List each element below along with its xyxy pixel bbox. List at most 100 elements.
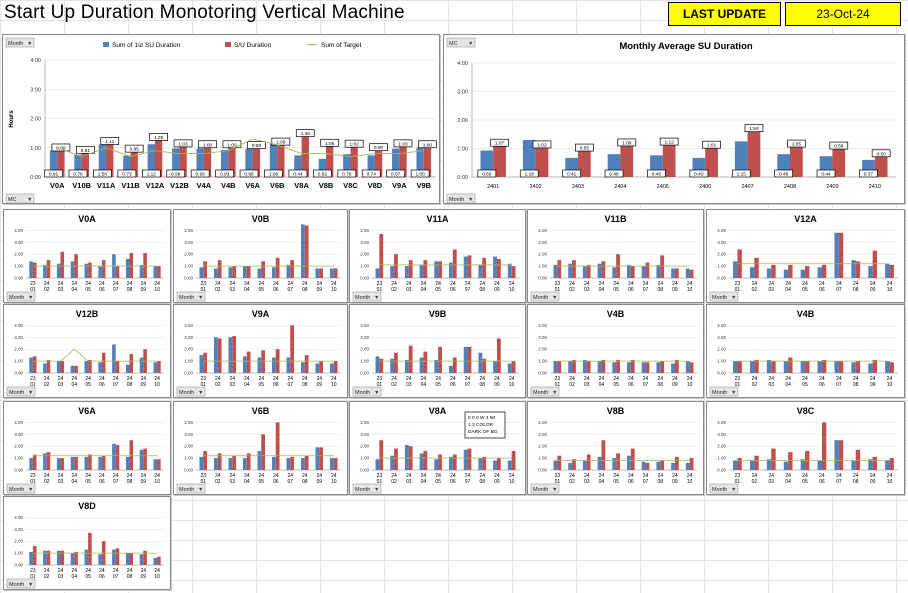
first-data-label-box bbox=[689, 169, 709, 178]
monthly-chart-panel: MC ▼ Month ▼ Monthly Average SU Duration 0:00… bbox=[443, 34, 905, 204]
su-duration-bar bbox=[423, 260, 428, 278]
machine-filter-month[interactable]: Month ▼ bbox=[709, 483, 739, 494]
x-tick-label: 23 bbox=[30, 568, 36, 574]
y-tick-label: 0.00 bbox=[717, 276, 726, 281]
x-tick-label: 24 bbox=[215, 281, 221, 287]
main-filter-mc[interactable]: MC ▼ bbox=[5, 193, 35, 203]
su-duration-bar bbox=[482, 257, 487, 278]
su-duration-bar bbox=[855, 449, 861, 470]
machine-filter-month-box bbox=[352, 386, 382, 397]
x-tick-label: 10 bbox=[509, 382, 515, 388]
x-tick-label: 24 bbox=[887, 376, 893, 382]
machine-filter-month[interactable]: Month ▼ bbox=[6, 291, 36, 302]
machine-filter-month-box bbox=[530, 291, 560, 302]
first-su-bar bbox=[493, 256, 497, 278]
first-data-label-box bbox=[386, 169, 406, 178]
su-duration-bar bbox=[350, 147, 358, 177]
y-tick-label: 4:00 bbox=[457, 61, 468, 67]
y-tick-label: 0.00 bbox=[184, 371, 193, 376]
x-tick-label: 23 bbox=[555, 473, 561, 479]
machine-chart-panel: V8A 0.00 1.00 2.00 3.00 4.00 23 01 24 02 24 03 24 04 2… bbox=[349, 401, 526, 495]
machine-filter-month[interactable]: Month ▼ bbox=[6, 483, 36, 494]
machine-chart-panel: V11A 0.00 1.00 2.00 3.00 4.00 23 01 24 02 24 03 24 04… bbox=[349, 209, 526, 303]
first-su-bar bbox=[213, 458, 218, 470]
x-tick-label: 01 bbox=[735, 479, 741, 485]
machine-filter-month[interactable]: Month ▼ bbox=[530, 386, 560, 397]
machine-filter-month[interactable]: Month ▼ bbox=[6, 386, 36, 397]
first-su-bar bbox=[257, 268, 262, 278]
first-su-bar bbox=[597, 456, 602, 470]
x-tick-label: 24 bbox=[287, 473, 293, 479]
su-duration-bar bbox=[394, 352, 398, 373]
x-tick-label: 24 bbox=[44, 473, 50, 479]
x-tick-label: 24 bbox=[599, 376, 605, 382]
first-su-bar bbox=[834, 440, 839, 470]
first-data-label: 0.96 bbox=[244, 172, 254, 178]
machine-chart-panel: V8D 0.00 1.00 2.00 3.00 4.00 23 01 24 02 24 03 24 04 2… bbox=[3, 496, 171, 590]
y-tick-label: 1.00 bbox=[717, 359, 726, 364]
machine-filter-month[interactable]: Month ▼ bbox=[176, 386, 206, 397]
x-tick-label: 24 bbox=[44, 281, 50, 287]
x-tick-label: 06 bbox=[628, 382, 634, 388]
su-data-label-box bbox=[344, 139, 364, 148]
first-su-bar bbox=[269, 143, 278, 177]
su-duration-bar bbox=[115, 445, 120, 470]
x-tick-label: 24 bbox=[229, 281, 235, 287]
first-su-bar bbox=[749, 267, 755, 278]
su-duration-bar bbox=[46, 359, 51, 373]
machine-filter-month[interactable]: Month ▼ bbox=[176, 291, 206, 302]
machine-filter-month[interactable]: Month ▼ bbox=[352, 291, 382, 302]
y-tick-label: 4.00 bbox=[14, 515, 23, 520]
su-duration-bar bbox=[60, 361, 65, 373]
x-tick-label: 07 bbox=[836, 479, 842, 485]
machine-filter-month-box bbox=[709, 483, 739, 494]
machine-filter-month[interactable]: Month ▼ bbox=[352, 483, 382, 494]
su-duration-bar bbox=[130, 152, 138, 177]
su-data-label: 0.81 bbox=[81, 148, 91, 154]
su-duration-bar bbox=[630, 359, 635, 373]
machine-filter-month[interactable]: Month ▼ bbox=[709, 386, 739, 397]
su-duration-bar bbox=[88, 262, 92, 278]
first-su-bar bbox=[416, 147, 424, 177]
x-tick-label: 24 bbox=[584, 376, 590, 382]
x-category-label: 2409 bbox=[826, 184, 838, 190]
monthly-chart: MC ▼ Month ▼ Monthly Average SU Duration 0:00… bbox=[446, 37, 896, 203]
y-tick-label: 0.00 bbox=[14, 563, 23, 568]
monthly-filter-mc-label: MC bbox=[449, 41, 458, 47]
first-su-bar bbox=[463, 346, 468, 373]
machine-chart-v12a: V12A0.001.002.003.004.002301240224032404… bbox=[709, 214, 898, 302]
first-su-bar bbox=[315, 268, 320, 278]
su-data-label-box bbox=[787, 139, 806, 148]
su-duration-bar bbox=[203, 450, 208, 470]
x-tick-label: 07 bbox=[113, 479, 119, 485]
machine-filter-month[interactable]: Month ▼ bbox=[530, 291, 560, 302]
x-tick-label: 02 bbox=[215, 479, 221, 485]
y-tick-label: 4.00 bbox=[538, 420, 547, 425]
su-duration-bar bbox=[674, 268, 679, 278]
y-tick-label: 2.00 bbox=[538, 444, 547, 449]
machine-filter-month[interactable]: Month ▼ bbox=[352, 386, 382, 397]
machine-filter-month[interactable]: Month ▼ bbox=[530, 483, 560, 494]
machine-filter-month-label: Month bbox=[533, 390, 548, 396]
first-su-bar bbox=[199, 355, 204, 373]
main-filter-month[interactable]: Month ▼ bbox=[5, 37, 35, 48]
monthly-filter-month[interactable]: Month ▼ bbox=[446, 193, 476, 203]
x-tick-label: 09 bbox=[494, 479, 500, 485]
x-tick-label: 24 bbox=[853, 281, 859, 287]
x-tick-label: 24 bbox=[421, 281, 427, 287]
x-tick-label: 24 bbox=[509, 281, 515, 287]
machine-filter-month[interactable]: Month ▼ bbox=[176, 483, 206, 494]
first-su-bar bbox=[139, 554, 144, 565]
x-tick-label: 24 bbox=[72, 473, 78, 479]
monthly-filter-mc[interactable]: MC ▼ bbox=[446, 37, 476, 48]
y-tick-label: 2.00 bbox=[14, 539, 23, 544]
x-tick-label: 24 bbox=[643, 281, 649, 287]
machine-filter-month[interactable]: Month ▼ bbox=[709, 291, 739, 302]
y-tick-label: 2.00 bbox=[360, 347, 369, 352]
x-tick-label: 24 bbox=[258, 473, 264, 479]
y-tick-label: 4.00 bbox=[717, 228, 726, 233]
machine-filter-month[interactable]: Month ▼ bbox=[6, 578, 36, 589]
x-tick-label: 09 bbox=[672, 287, 678, 293]
su-duration-bar bbox=[601, 440, 606, 470]
su-duration-bar bbox=[788, 452, 793, 470]
